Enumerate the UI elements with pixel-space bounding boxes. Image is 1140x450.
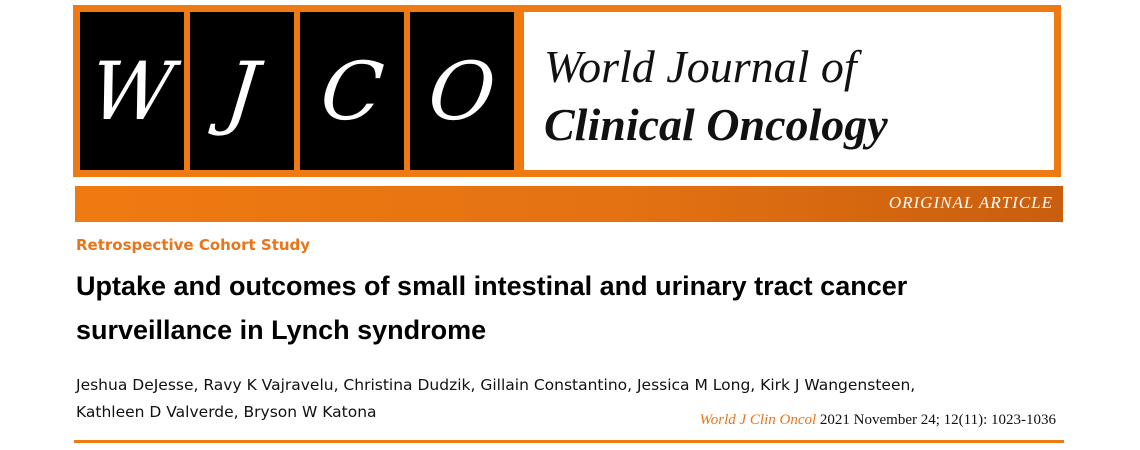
citation-journal: World J Clin Oncol — [699, 412, 817, 428]
article-type-label: ORIGINAL ARTICLE — [888, 193, 1053, 212]
logo-tile-o: O — [410, 12, 514, 170]
logo-letter: O — [424, 44, 500, 138]
logo-letter: W — [85, 44, 178, 138]
study-type-label: Retrospective Cohort Study — [76, 236, 311, 254]
journal-masthead: W J C O World Journal of Clinical Oncolo… — [73, 5, 1061, 177]
logo-letter: J — [221, 44, 263, 138]
author-list: Jeshua DeJesse, Ravy K Vajravelu, Christ… — [76, 376, 916, 421]
logo-tile-j: J — [190, 12, 294, 170]
journal-name-line2: Clinical Oncology — [544, 99, 888, 150]
logo-tile-w: W — [80, 12, 184, 170]
journal-name-box: World Journal of Clinical Oncology — [524, 12, 1054, 170]
divider — [74, 440, 1064, 443]
citation-details: 2021 November 24; 12(11): 1023-1036 — [816, 412, 1056, 428]
article-type-bar: ORIGINAL ARTICLE — [75, 186, 1063, 222]
logo-tile-c: C — [300, 12, 404, 170]
article-title: Uptake and outcomes of small intestinal … — [76, 271, 908, 345]
logo-letter: C — [316, 44, 388, 138]
citation: World J Clin Oncol 2021 November 24; 12(… — [700, 412, 1056, 429]
journal-name-line1: World Journal of — [544, 41, 857, 92]
